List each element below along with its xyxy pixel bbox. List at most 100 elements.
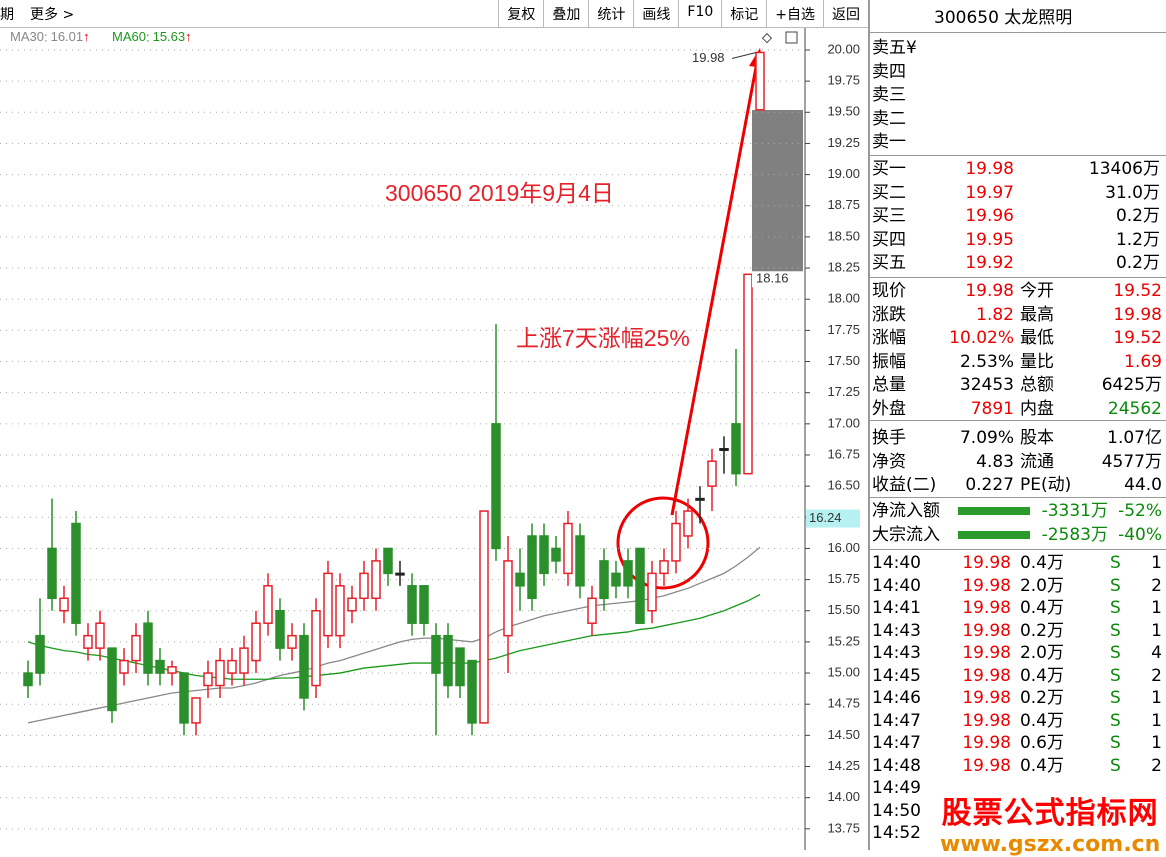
- highlight-circle: [616, 496, 710, 590]
- candle-body: [251, 622, 261, 662]
- candle-body: [179, 672, 189, 724]
- trade-side: S: [1110, 620, 1121, 641]
- buy-price: 19.98: [965, 159, 1014, 179]
- trade-time: 14:49: [872, 778, 921, 798]
- candle-body: [215, 659, 225, 687]
- toolbar-button[interactable]: 叠加: [543, 0, 588, 27]
- toolbar-button[interactable]: 统计: [588, 0, 633, 27]
- stat-label: 涨幅: [872, 328, 906, 348]
- candle-body: [299, 634, 309, 699]
- candle-body: [407, 585, 417, 624]
- legend-value: 15.63: [153, 29, 186, 44]
- stat-value: 44.0: [1124, 475, 1162, 495]
- stat-value: 32453: [959, 375, 1014, 395]
- arrow: [670, 61, 759, 516]
- trade-count: 1: [1151, 733, 1162, 753]
- stat-value: 19.98: [1113, 304, 1162, 325]
- stat-label: 外盘: [872, 398, 906, 419]
- stat-label: 内盘: [1020, 398, 1054, 419]
- flow-bar: [958, 507, 1030, 515]
- candle-body: [347, 597, 357, 612]
- candle-body: [527, 535, 537, 600]
- legend-name: MA30: [10, 29, 44, 44]
- candle-body: [227, 659, 237, 674]
- separator: [870, 549, 1166, 550]
- y-tick-label: 15.75: [827, 571, 860, 586]
- candle-body: [191, 697, 201, 724]
- price-mark-line: [731, 51, 757, 59]
- y-tick-label: 19.75: [827, 73, 860, 88]
- price-mark: 18.16: [756, 271, 789, 286]
- candle-body: [623, 560, 633, 587]
- sell-label: 卖一: [872, 132, 906, 152]
- stat-value: 0.227: [965, 475, 1014, 495]
- candle-body: [515, 572, 525, 587]
- trade-time: 14:45: [872, 665, 921, 686]
- toolbar-button[interactable]: +自选: [766, 0, 823, 27]
- watermark-name: 股票公式指标网: [941, 796, 1159, 831]
- icon: ◇: [762, 29, 772, 44]
- y-tick-label: 19.25: [827, 135, 860, 150]
- stat-label: 流通: [1020, 451, 1054, 472]
- watermark-url: www.gszx.com.cn: [940, 832, 1161, 857]
- toolbar-button[interactable]: 返回: [823, 0, 868, 27]
- y-tick-label: 16.75: [827, 446, 860, 461]
- candle-body: [371, 560, 381, 600]
- trade-time: 14:43: [872, 620, 921, 641]
- stat-label: 换手: [872, 428, 906, 448]
- candle-body: [35, 634, 45, 674]
- separator: [870, 420, 1166, 421]
- trade-side: S: [1110, 598, 1121, 618]
- flow-value: -2583万: [1041, 524, 1108, 545]
- y-tick-label: 14.00: [827, 789, 860, 804]
- candle-body: [359, 572, 369, 600]
- y-tick-label: 13.75: [827, 820, 860, 835]
- candle-body: [59, 597, 69, 612]
- candle-body: [635, 547, 645, 624]
- candle-body: [155, 659, 165, 674]
- stat-label: 今开: [1020, 281, 1054, 301]
- candle-body: [659, 560, 669, 575]
- candle-body: [431, 634, 441, 674]
- candle-body: [383, 547, 393, 575]
- stat-value: 4.83: [976, 451, 1014, 472]
- trade-volume: 0.4万: [1019, 710, 1064, 731]
- flow-label: 净流入额: [872, 501, 940, 521]
- flow-label: 大宗流入: [872, 524, 940, 545]
- trade-price: 19.98: [962, 643, 1011, 663]
- trade-volume: 0.4万: [1019, 553, 1064, 573]
- candle-body: [587, 597, 597, 624]
- candle-body: [395, 572, 405, 576]
- buy-volume: 0.2万: [1115, 253, 1160, 273]
- candle-body: [755, 51, 765, 111]
- buy-price: 19.97: [965, 182, 1014, 203]
- separator: [870, 277, 1166, 278]
- toolbar-item[interactable]: 期: [0, 7, 14, 23]
- buy-label: 买五: [872, 253, 906, 273]
- stat-label: 股本: [1020, 428, 1054, 448]
- trade-time: 14:52: [872, 823, 921, 843]
- trade-price: 19.98: [962, 665, 1011, 686]
- candle-body: [335, 585, 345, 637]
- toolbar-item[interactable]: 更多 >: [30, 7, 75, 23]
- legend-name: MA60: [112, 29, 146, 44]
- trade-price: 19.98: [962, 620, 1011, 641]
- candle-body: [323, 572, 333, 637]
- toolbar-button[interactable]: 画线: [633, 0, 678, 27]
- buy-volume: 31.0万: [1105, 182, 1160, 203]
- y-tick-label: 17.50: [827, 353, 860, 368]
- quote-panel: 300650 太龙照明 卖五¥ 卖四 卖三 卖二 卖一 买一 19.98 13406万 买二 19.…: [868, 0, 1166, 850]
- stat-label: 最高: [1020, 304, 1054, 325]
- toolbar-button[interactable]: 标记: [721, 0, 766, 27]
- toolbar-button[interactable]: 复权: [498, 0, 543, 27]
- candle-body: [419, 585, 429, 624]
- candle-body: [83, 634, 93, 649]
- candle-body: [311, 609, 321, 687]
- legend-entry: MA60: 15.63↑: [112, 29, 192, 44]
- trade-count: 1: [1151, 553, 1162, 573]
- separator: [870, 32, 1166, 33]
- stat-value: 1.69: [1124, 351, 1162, 372]
- toolbar-button[interactable]: F10: [678, 0, 721, 27]
- trade-side: S: [1110, 643, 1121, 663]
- trade-count: 1: [1151, 620, 1162, 641]
